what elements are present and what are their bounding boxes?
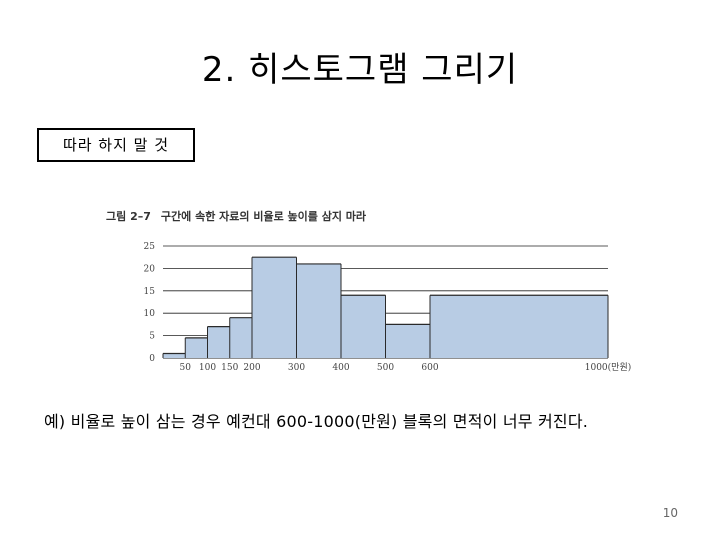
x-tick-label: 500 — [377, 363, 394, 373]
histogram-bar — [430, 295, 608, 358]
figure-number: 그림 2–7 — [106, 210, 151, 223]
slide-title: 2. 히스토그램 그리기 — [201, 50, 519, 90]
warning-box: 따라 하지 말 것 — [37, 128, 195, 162]
histogram-bar — [252, 257, 297, 358]
y-tick-label: 10 — [144, 309, 156, 319]
figure-caption-text: 구간에 속한 자료의 비율로 높이를 삼지 마라 — [160, 210, 367, 223]
figure-caption: 그림 2–7 구간에 속한 자료의 비율로 높이를 삼지 마라 — [106, 208, 366, 224]
y-tick-label: 0 — [149, 354, 155, 364]
x-tick-label: 100 — [199, 363, 216, 373]
x-tick-label: 50 — [180, 363, 192, 373]
page-number: 10 — [662, 506, 678, 520]
y-tick-label: 15 — [144, 287, 156, 297]
histogram-bar — [385, 324, 430, 358]
x-tick-label: 300 — [288, 363, 305, 373]
y-tick-label: 5 — [149, 332, 155, 342]
example-text: 예) 비율로 높이 삼는 경우 예컨대 600-1000(만원) 블록의 면적이… — [44, 412, 589, 431]
x-tick-label: 400 — [332, 363, 349, 373]
histogram-bar — [296, 263, 341, 358]
x-tick-label: 200 — [243, 363, 260, 373]
histogram-bar — [229, 317, 252, 358]
y-tick-label: 20 — [144, 264, 156, 274]
y-tick-label: 25 — [144, 242, 156, 252]
histogram-bar — [185, 337, 208, 358]
histogram-bar — [207, 326, 230, 358]
x-tick-label: 150 — [221, 363, 238, 373]
x-tick-label: 1000(만원) — [585, 362, 632, 373]
x-tick-label: 600 — [421, 363, 438, 373]
histogram-bar — [341, 295, 386, 358]
histogram-bar — [163, 353, 186, 358]
